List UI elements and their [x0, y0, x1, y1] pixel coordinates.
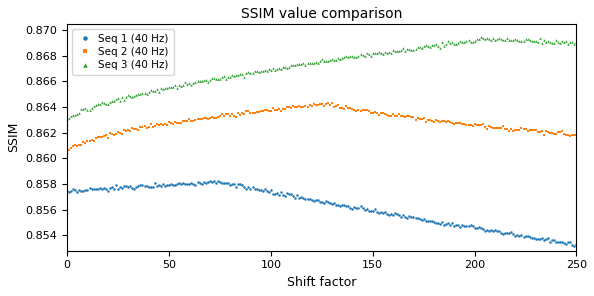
- Line: Seq 3 (40 Hz): Seq 3 (40 Hz): [66, 36, 578, 120]
- Seq 3 (40 Hz): [64, 117, 71, 120]
- Seq 2 (40 Hz): [64, 152, 71, 156]
- Seq 3 (40 Hz): [263, 70, 270, 73]
- Seq 2 (40 Hz): [448, 121, 456, 125]
- Seq 1 (40 Hz): [64, 189, 71, 193]
- Seq 2 (40 Hz): [373, 111, 380, 114]
- Seq 1 (40 Hz): [210, 179, 217, 182]
- Legend: Seq 1 (40 Hz), Seq 2 (40 Hz), Seq 3 (40 Hz): Seq 1 (40 Hz), Seq 2 (40 Hz), Seq 3 (40 …: [72, 29, 174, 75]
- X-axis label: Shift factor: Shift factor: [287, 276, 356, 289]
- Seq 1 (40 Hz): [373, 210, 380, 214]
- Y-axis label: SSIM: SSIM: [7, 122, 20, 152]
- Title: SSIM value comparison: SSIM value comparison: [241, 7, 403, 21]
- Seq 2 (40 Hz): [410, 116, 417, 119]
- Seq 2 (40 Hz): [573, 133, 580, 137]
- Seq 2 (40 Hz): [324, 101, 331, 104]
- Seq 1 (40 Hz): [266, 190, 273, 193]
- Seq 1 (40 Hz): [298, 195, 305, 199]
- Seq 3 (40 Hz): [573, 41, 580, 44]
- Seq 3 (40 Hz): [371, 51, 378, 55]
- Seq 1 (40 Hz): [367, 209, 374, 213]
- Seq 1 (40 Hz): [571, 244, 578, 247]
- Line: Seq 2 (40 Hz): Seq 2 (40 Hz): [66, 102, 578, 155]
- Seq 2 (40 Hz): [296, 105, 303, 108]
- Seq 1 (40 Hz): [573, 242, 580, 246]
- Seq 3 (40 Hz): [365, 52, 372, 56]
- Seq 3 (40 Hz): [408, 49, 415, 52]
- Seq 2 (40 Hz): [367, 111, 374, 114]
- Seq 3 (40 Hz): [477, 36, 484, 39]
- Seq 3 (40 Hz): [296, 62, 303, 66]
- Seq 1 (40 Hz): [410, 215, 417, 218]
- Seq 2 (40 Hz): [263, 108, 270, 112]
- Seq 1 (40 Hz): [448, 221, 456, 224]
- Seq 3 (40 Hz): [447, 41, 454, 45]
- Line: Seq 1 (40 Hz): Seq 1 (40 Hz): [66, 179, 578, 247]
